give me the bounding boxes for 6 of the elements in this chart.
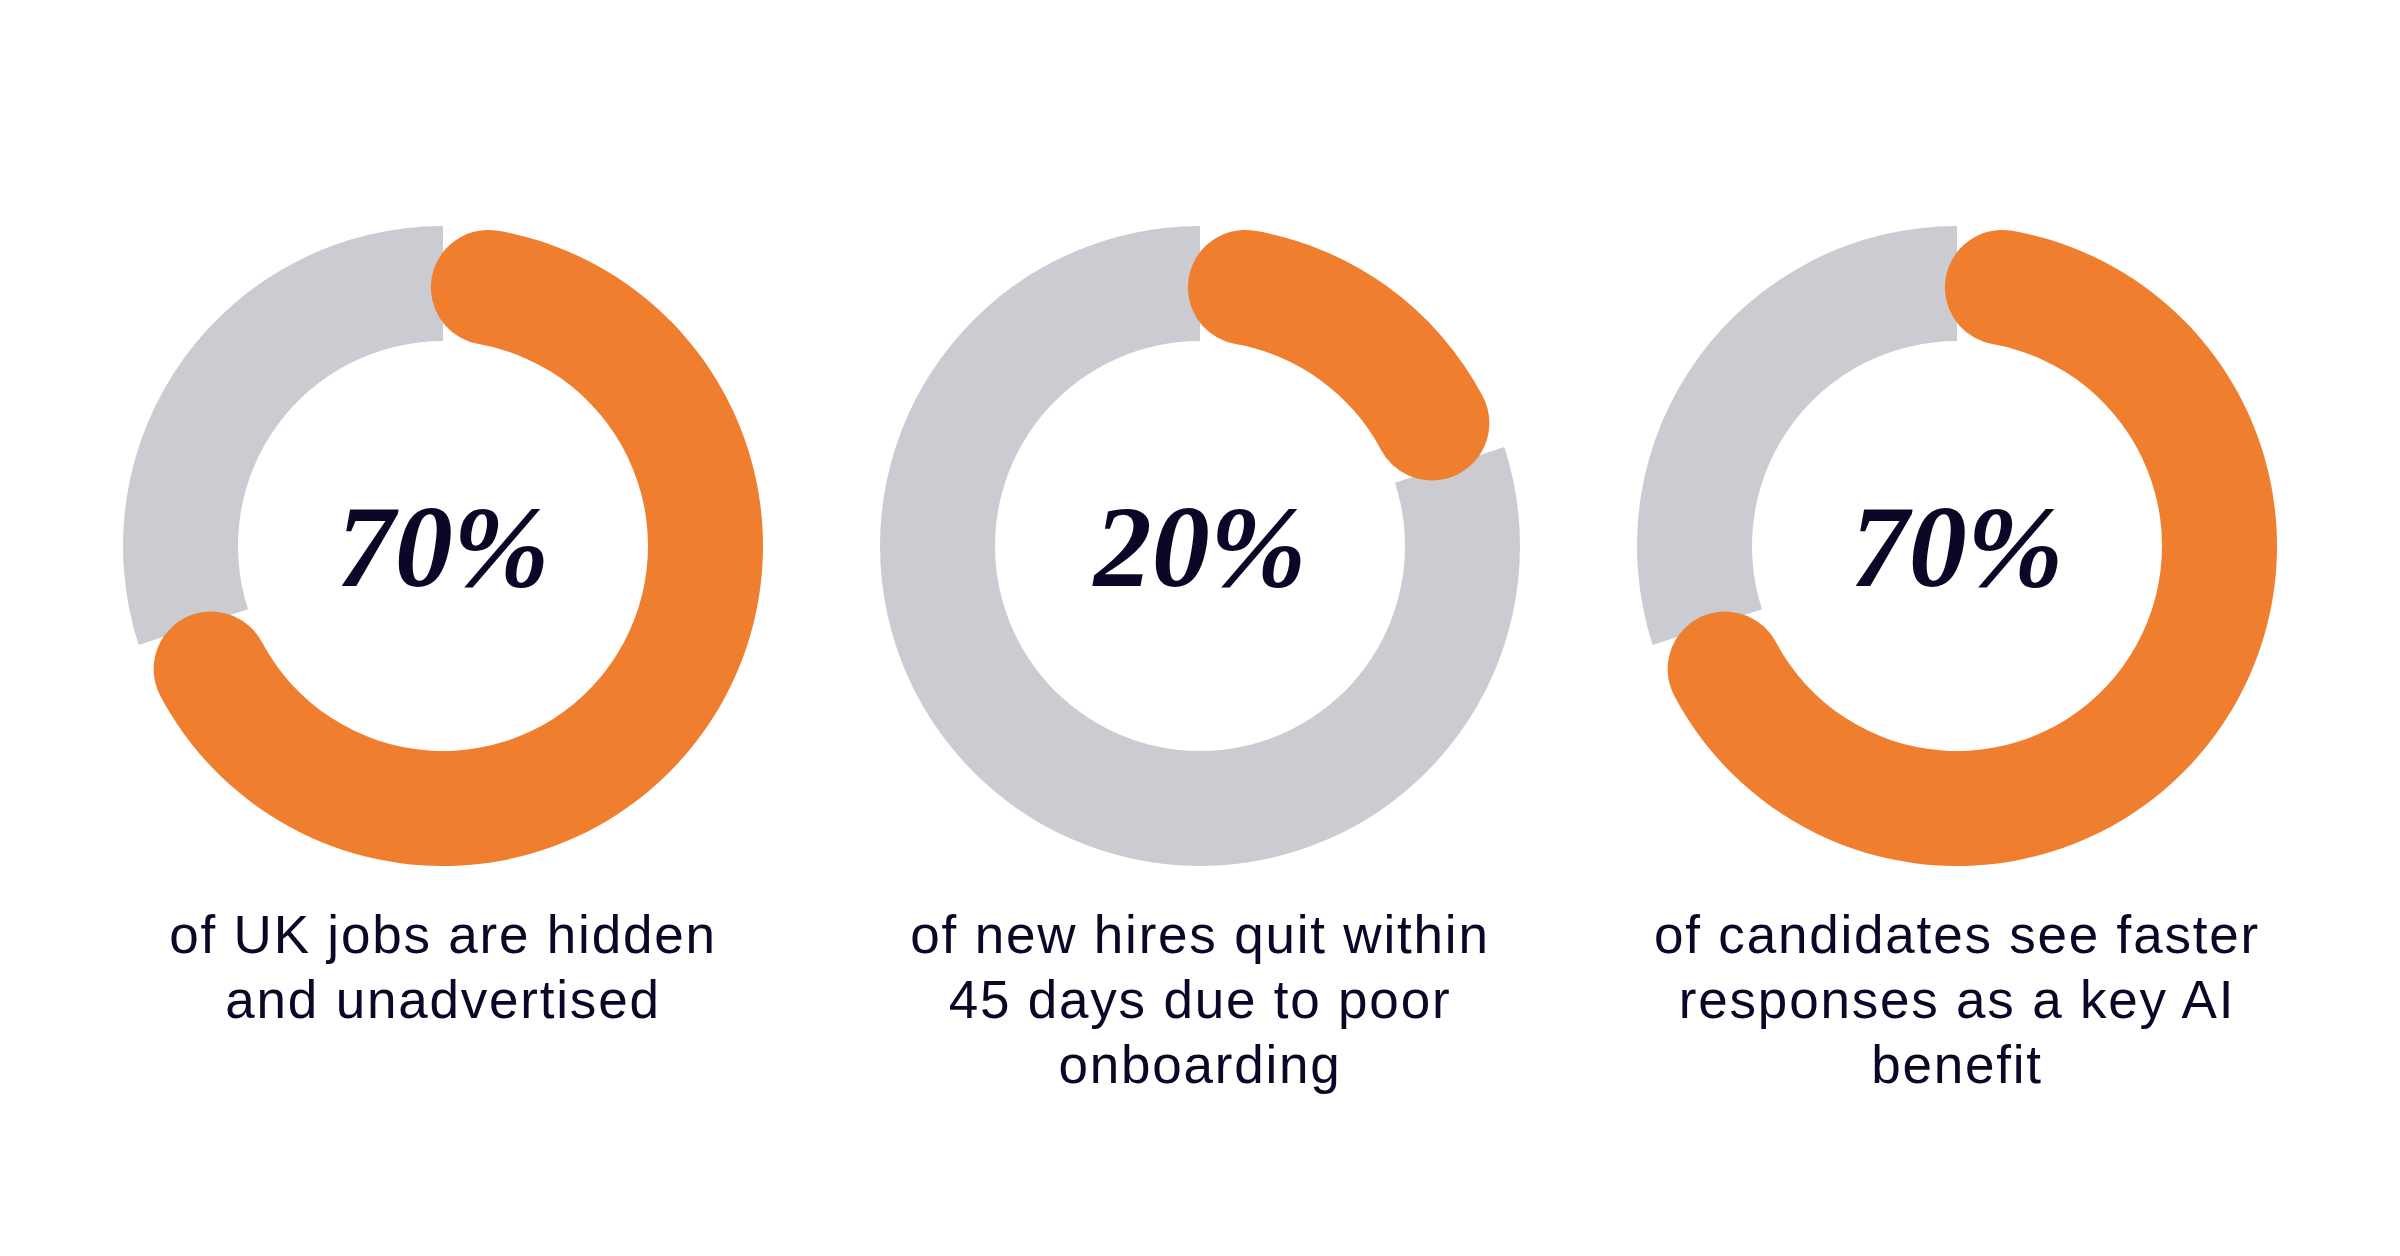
text: of candidates see faster responses as a key AI benefit [1654,905,2260,1094]
text: 70% [1850,483,2064,611]
text: 70% [336,483,550,611]
text: 20% [1091,483,1307,611]
text: of UK jobs are hidden and unadvertised [169,905,717,1029]
text: of new hires quit within 45 days due to poor onboarding [910,905,1490,1094]
